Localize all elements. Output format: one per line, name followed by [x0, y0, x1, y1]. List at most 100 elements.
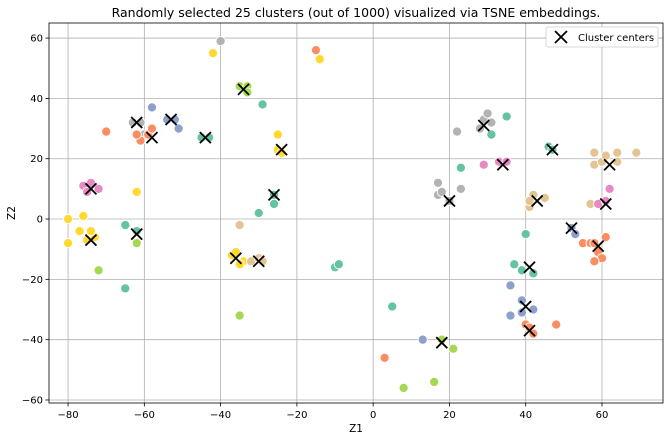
cluster-center-marker — [275, 143, 288, 156]
data-point — [310, 45, 322, 56]
data-point — [455, 183, 466, 194]
data-point — [501, 111, 512, 122]
data-point — [520, 229, 531, 240]
data-point — [486, 129, 497, 140]
cluster-center-marker — [603, 158, 616, 171]
data-point — [551, 319, 562, 330]
data-point — [234, 310, 245, 321]
data-point — [612, 147, 623, 158]
data-point — [600, 195, 611, 206]
cluster-center-marker — [130, 116, 143, 129]
data-point — [314, 54, 325, 65]
data-point — [74, 226, 85, 237]
data-point — [516, 265, 527, 276]
cluster-center-marker — [237, 83, 250, 96]
data-point — [234, 259, 245, 270]
data-point — [207, 48, 219, 59]
data-point — [505, 310, 516, 321]
data-point — [131, 238, 142, 249]
data-point — [528, 304, 539, 315]
x-tick-label: 20 — [443, 410, 456, 421]
cluster-center-marker — [565, 221, 578, 235]
data-points — [63, 36, 642, 393]
data-point — [452, 126, 463, 137]
data-point — [432, 177, 444, 188]
y-tick-label: 60 — [30, 34, 43, 45]
data-point — [539, 192, 550, 203]
data-point — [234, 220, 245, 231]
data-point — [63, 238, 74, 249]
data-point — [93, 183, 104, 194]
cluster-center-marker — [592, 240, 605, 253]
data-point — [276, 147, 287, 158]
cluster-center-marker — [523, 261, 536, 274]
y-axis-label: Z2 — [6, 206, 18, 220]
data-point — [63, 213, 74, 225]
x-tick-label: −80 — [58, 410, 79, 421]
cluster-center-marker — [477, 119, 490, 132]
data-point — [417, 334, 428, 345]
x-axis-label: Z1 — [349, 423, 363, 435]
x-tick-label: 0 — [370, 410, 376, 421]
cluster-center-marker — [523, 324, 536, 337]
x-tick-label: 40 — [519, 410, 532, 421]
cluster-center-marker — [199, 131, 212, 144]
x-tick-label: −60 — [134, 410, 155, 421]
data-point — [436, 186, 447, 197]
data-point — [486, 117, 497, 128]
data-point — [268, 198, 280, 210]
data-point — [516, 307, 527, 318]
data-point — [570, 229, 581, 240]
data-point — [85, 177, 97, 188]
legend-entry-cluster-centers: Cluster centers — [578, 33, 654, 44]
data-point — [257, 99, 268, 110]
data-point — [524, 195, 535, 206]
data-point — [146, 123, 158, 134]
y-tick-label: −40 — [22, 335, 43, 346]
plot-frame — [48, 22, 664, 404]
data-point — [604, 183, 615, 194]
data-point — [253, 207, 264, 219]
cluster-center-marker — [130, 227, 143, 241]
data-point — [379, 352, 390, 363]
x-tick-label: −20 — [286, 410, 307, 421]
data-point — [85, 226, 97, 237]
cluster-center-marker — [496, 158, 509, 171]
legend-marker — [554, 30, 568, 44]
data-point — [482, 108, 493, 119]
cluster-center-marker — [267, 188, 281, 202]
data-point — [509, 259, 520, 270]
y-axis-ticks: −60 −40 −20 0 20 40 60 — [22, 34, 49, 406]
y-tick-label: −20 — [22, 275, 43, 286]
data-point — [589, 147, 600, 158]
cluster-center-marker — [84, 234, 98, 247]
cluster-center-marker — [84, 182, 98, 196]
data-point — [272, 129, 283, 140]
data-point — [448, 343, 459, 354]
data-point — [120, 220, 131, 231]
data-point — [436, 334, 447, 345]
data-point — [101, 126, 112, 137]
data-point — [333, 259, 344, 270]
data-point — [589, 256, 600, 267]
legend: Cluster centers — [545, 26, 659, 48]
cluster-center-marker — [546, 143, 559, 156]
data-point — [516, 295, 527, 306]
data-point — [78, 210, 89, 222]
cluster-center-markers — [84, 83, 616, 349]
data-point — [398, 382, 409, 393]
y-tick-label: 0 — [37, 215, 43, 226]
x-axis-ticks: −80 −60 −40 −20 0 20 40 60 — [58, 403, 609, 421]
x-tick-label: −40 — [210, 410, 231, 421]
data-point — [528, 268, 539, 279]
data-point — [131, 186, 142, 197]
x-tick-label: 60 — [596, 410, 609, 421]
y-tick-label: 20 — [30, 154, 43, 165]
cluster-center-marker — [145, 131, 159, 144]
data-point — [215, 36, 226, 47]
data-point — [429, 376, 440, 387]
y-tick-label: 40 — [30, 94, 43, 105]
data-point — [93, 265, 104, 276]
cluster-center-marker — [531, 194, 544, 208]
